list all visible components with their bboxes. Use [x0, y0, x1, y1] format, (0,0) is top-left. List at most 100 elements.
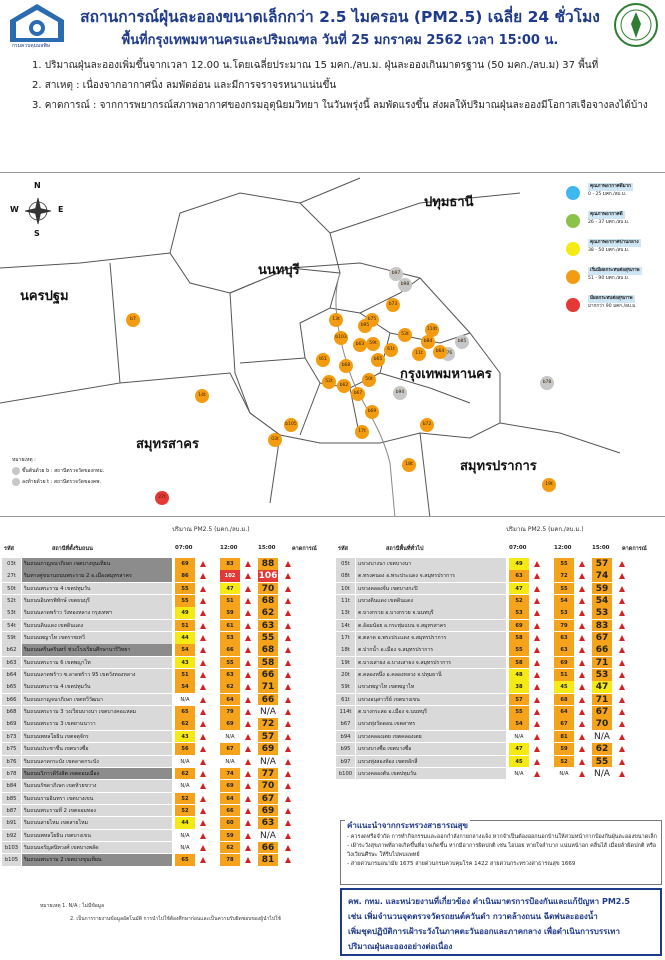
col-station: สถานีพื้นที่ทั่วไป [386, 546, 424, 552]
station-name: ริมถนนพระราม 6 เขตพญาไท [22, 656, 172, 669]
value-1500: 66 [258, 693, 278, 706]
table-body: 05t แขวงบางนา เขตบางนา 49 55 57 08t ต.ทรงคนอง … [336, 558, 663, 781]
station-marker[interactable]: b95 [358, 319, 372, 333]
value-1200: 68 [554, 693, 574, 706]
station-marker[interactable]: b69 [365, 405, 379, 419]
emblem-icon [614, 3, 658, 47]
station-marker[interactable]: 114t [425, 323, 439, 337]
station-marker[interactable]: 18t [402, 458, 416, 472]
station-marker[interactable]: b67 [351, 387, 365, 401]
station-marker[interactable]: b97 [389, 267, 403, 281]
station-marker[interactable]: b62 [337, 379, 351, 393]
up-arrow-icon [200, 696, 206, 703]
station-marker[interactable]: b98 [398, 278, 412, 292]
value-1200: 81 [554, 730, 574, 743]
value-1200: 63 [220, 669, 240, 681]
station-marker[interactable]: 11t [412, 347, 426, 361]
station-marker[interactable]: b85 [455, 335, 469, 349]
station-code: b87 [2, 804, 21, 817]
up-arrow-icon [245, 684, 251, 691]
station-marker[interactable]: 50t [362, 373, 376, 387]
station-marker[interactable]: b105 [284, 418, 298, 432]
up-arrow-icon [200, 709, 206, 716]
value-0700: 55 [509, 644, 529, 656]
value-1200: 79 [220, 706, 240, 718]
up-arrow-icon [619, 647, 625, 654]
station-code: b75 [2, 743, 21, 755]
region-pathum: ปทุมธานี [424, 195, 474, 210]
table-row: b85 ริมถนนรามอินทรา เขตบางเขน 52 64 67 [2, 792, 332, 805]
station-marker[interactable]: 27t [155, 491, 169, 505]
table-row: b76 ริมถนนลาดกระบัง เขตลาดกระบัง N/A N/A N/A [2, 755, 332, 768]
station-marker[interactable]: b68 [339, 359, 353, 373]
station-marker[interactable]: 59t [366, 337, 380, 351]
up-arrow-icon [579, 770, 585, 777]
station-marker[interactable]: 13t [329, 313, 343, 327]
up-arrow-icon [619, 696, 625, 703]
up-arrow-icon [285, 746, 291, 753]
value-1200: 67 [220, 743, 240, 755]
station-name: ต.บางกระสอ อ.เมือง จ.นนทบุรี [356, 706, 506, 718]
up-arrow-icon [285, 598, 291, 605]
station-marker[interactable]: b94 [393, 386, 407, 400]
station-name: ต.ทรงคนอง อ.พระประแดง จ.สมุทรปราการ [356, 570, 506, 582]
table-row: b64 ริมถนนลาดพร้าว ซ.ลาดพร้าว 95 เขตวังทอ… [2, 669, 332, 682]
station-marker[interactable]: b84 [421, 335, 435, 349]
up-arrow-icon [619, 758, 625, 765]
value-1200: 51 [220, 595, 240, 607]
station-code: b67 [336, 718, 355, 730]
station-marker[interactable]: 61t [384, 343, 398, 357]
station-marker[interactable]: b72 [420, 418, 434, 432]
station-marker[interactable]: 53t [398, 328, 412, 342]
measures-box: คพ. กทม. และหน่วยงานที่เกี่ยวข้อง ดำเนิน… [340, 888, 662, 956]
station-marker[interactable]: b65 [371, 353, 385, 367]
value-0700: 57 [509, 693, 529, 706]
legend-item: คุณภาพอากาศดีมาก 0 - 25 มคก./ลบ.ม. [562, 183, 658, 211]
value-1200: 69 [220, 780, 240, 792]
station-marker[interactable]: b78 [540, 376, 554, 390]
station-marker[interactable]: t61 [316, 353, 330, 367]
station-marker[interactable]: 14t [195, 389, 209, 403]
value-1200: 59 [220, 607, 240, 619]
up-arrow-icon [619, 672, 625, 679]
compass-icon [24, 197, 52, 225]
station-marker[interactable]: 52t [322, 375, 336, 389]
value-1500: 88 [258, 558, 278, 570]
advice-item: - สายด่วนกรมอนามัย 1675 สายด่วนกรมควบคุม… [347, 861, 576, 867]
up-arrow-icon [579, 573, 585, 580]
station-marker[interactable]: b64 [433, 345, 447, 359]
up-arrow-icon [245, 733, 251, 740]
station-marker[interactable]: 17t [355, 425, 369, 439]
up-arrow-icon [200, 598, 206, 605]
station-name: ริมถนนวิภาวดีรังสิต เขตดอนเมือง [22, 767, 172, 780]
value-0700: 44 [175, 632, 195, 644]
station-marker[interactable]: 19t [542, 478, 556, 492]
value-1200: 53 [220, 632, 240, 644]
up-arrow-icon [245, 561, 251, 567]
station-marker[interactable]: b103 [334, 331, 348, 345]
value-1500: 66 [258, 841, 278, 854]
up-arrow-icon [200, 585, 206, 592]
station-marker[interactable]: b7 [126, 313, 140, 327]
up-arrow-icon [534, 709, 540, 716]
up-arrow-icon [534, 770, 540, 777]
station-marker[interactable]: b63 [353, 338, 367, 352]
up-arrow-icon [285, 733, 291, 740]
value-1200: N/A [225, 733, 235, 740]
station-name: ริมถนนประชาชื่น เขตบางซื่อ [22, 743, 172, 755]
station-marker[interactable]: b73 [386, 298, 400, 312]
up-arrow-icon [534, 598, 540, 605]
pcd-logo-icon [10, 4, 64, 42]
table-row: 05t แขวงบางนา เขตบางนา 49 55 57 [336, 558, 663, 571]
value-1200: 64 [220, 792, 240, 805]
station-code: b73 [2, 730, 21, 743]
value-0700: 62 [175, 767, 195, 780]
value-1500: 53 [592, 669, 612, 681]
up-arrow-icon [534, 610, 540, 617]
station-marker[interactable]: 03t [268, 433, 282, 447]
value-0700: 55 [175, 595, 195, 607]
legend-dot [566, 186, 580, 200]
up-arrow-icon [200, 684, 206, 691]
up-arrow-icon [200, 635, 206, 642]
value-0700: 65 [175, 706, 195, 718]
